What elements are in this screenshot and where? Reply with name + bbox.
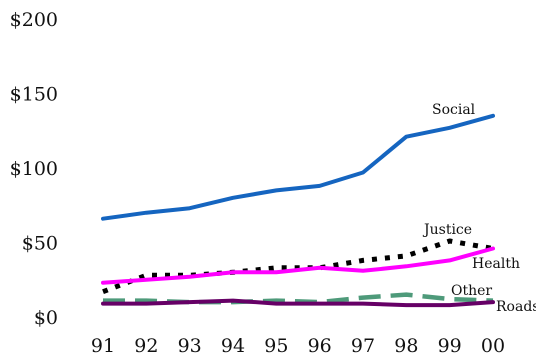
series-label-other: Other bbox=[451, 283, 492, 299]
y-tick-label: $50 bbox=[22, 233, 58, 255]
series-label-social: Social bbox=[432, 102, 476, 118]
x-tick-label: 97 bbox=[351, 335, 375, 356]
y-axis-tick-labels: $0 $50 $100 $150 $200 bbox=[10, 9, 58, 329]
y-tick-label: $150 bbox=[10, 84, 58, 106]
x-tick-label: 99 bbox=[438, 335, 462, 356]
x-tick-label: 96 bbox=[308, 335, 332, 356]
series-line-health bbox=[101, 246, 495, 285]
series-label-health: Health bbox=[472, 256, 520, 272]
series-line-social bbox=[101, 113, 495, 221]
x-axis-tick-labels: 91 92 93 94 95 96 97 98 99 00 bbox=[91, 335, 505, 356]
series-line-justice bbox=[102, 238, 494, 295]
y-tick-label: $200 bbox=[10, 9, 58, 31]
y-tick-label: $100 bbox=[10, 158, 58, 180]
series-line-other bbox=[103, 292, 494, 305]
x-tick-label: 93 bbox=[178, 335, 202, 356]
x-tick-label: 98 bbox=[394, 335, 418, 356]
series-label-justice: Justice bbox=[422, 222, 472, 238]
series-label-roads: Roads bbox=[496, 299, 536, 315]
series-line-roads bbox=[101, 298, 495, 308]
y-tick-label: $0 bbox=[34, 307, 58, 329]
x-tick-label: 95 bbox=[264, 335, 288, 356]
x-tick-label: 92 bbox=[134, 335, 158, 356]
series-lines bbox=[101, 113, 495, 308]
x-tick-label: 91 bbox=[91, 335, 115, 356]
x-tick-label: 94 bbox=[221, 335, 245, 356]
x-tick-label: 00 bbox=[481, 335, 505, 356]
